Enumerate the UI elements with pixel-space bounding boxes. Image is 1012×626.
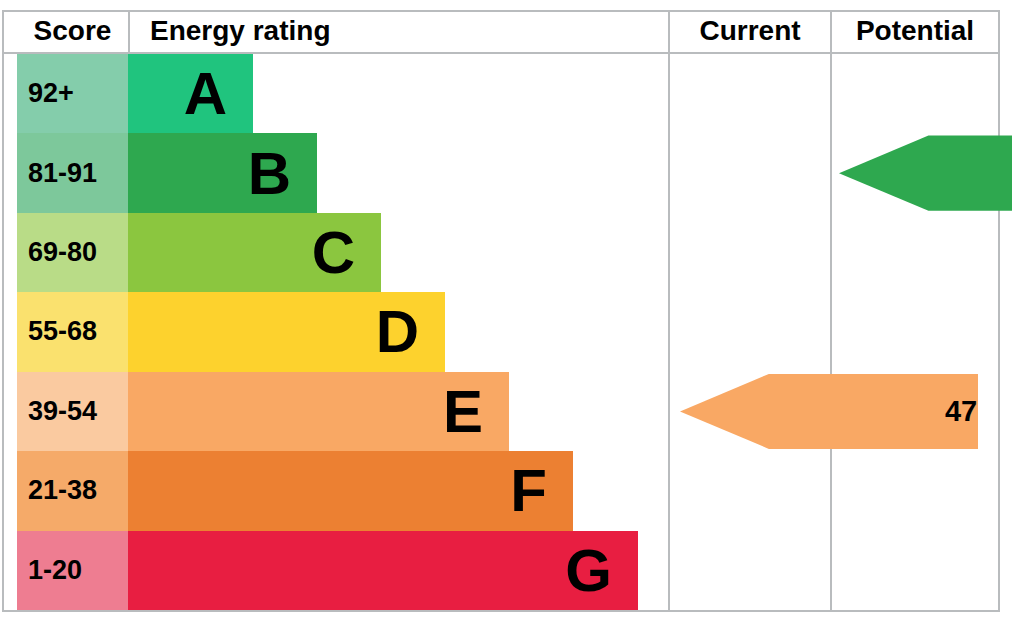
band-row-d: 55-68 D [4,292,998,371]
score-range-b: 81-91 [17,133,128,212]
header-current: Current [670,12,830,52]
score-range-c: 69-80 [17,213,128,292]
rating-bar-g: G [128,531,638,610]
rating-bar-c: C [128,213,381,292]
chart-header: Score Energy rating Current Potential [4,12,998,54]
score-range-e: 39-54 [17,372,128,451]
header-score: Score [17,12,128,52]
rating-bar-d: D [128,292,445,371]
epc-rating-chart: Score Energy rating Current Potential 92… [2,10,1000,612]
band-letter-g: G [565,536,612,605]
band-letter-c: C [312,218,355,287]
rating-bar-b: B [128,133,317,212]
score-range-a: 92+ [17,54,128,133]
band-letter-a: A [184,59,227,128]
band-row-c: 69-80 C [4,213,998,292]
band-letter-f: F [510,456,547,525]
current-rating-value: 47 [945,395,977,428]
band-letter-b: B [248,139,291,208]
header-energy-rating: Energy rating [150,12,330,52]
band-row-a: 92+ A [4,54,998,133]
score-range-f: 21-38 [17,451,128,530]
band-letter-d: D [376,297,419,366]
rating-bar-f: F [128,451,573,530]
band-row-f: 21-38 F [4,451,998,530]
rating-bar-a: A [128,54,253,133]
score-range-d: 55-68 [17,292,128,371]
rating-bar-e: E [128,372,509,451]
band-letter-e: E [443,377,483,446]
header-potential: Potential [832,12,998,52]
band-rows: 92+ A 81-91 B 69-80 C 55-68 D 39-54 E 21… [4,54,998,610]
band-row-g: 1-20 G [4,531,998,610]
score-range-g: 1-20 [17,531,128,610]
